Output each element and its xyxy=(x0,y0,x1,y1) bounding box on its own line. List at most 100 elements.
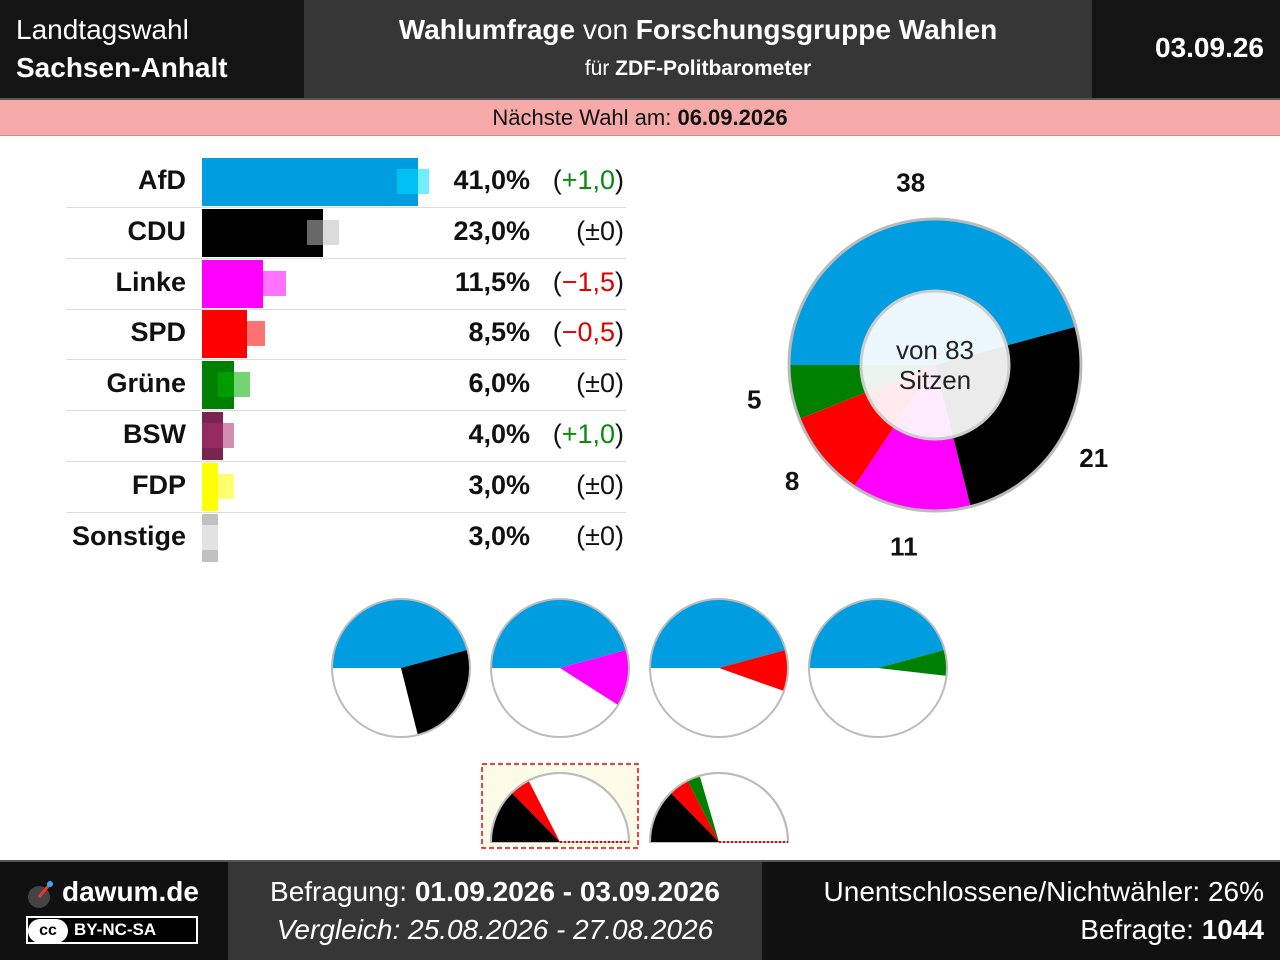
party-name: Sonstige xyxy=(71,520,186,551)
vote-share: 4,0% xyxy=(468,419,530,449)
half-pie-outline xyxy=(649,772,789,843)
respondents: Befragte: 1044 xyxy=(1080,914,1264,946)
coalition-slice-afd xyxy=(650,599,786,668)
party-row-sonstige: Sonstige 3,0% (±0) xyxy=(66,513,626,563)
party-row-cdu: CDU 23,0% (±0) xyxy=(66,208,626,259)
coalition-pie-afd-grüne xyxy=(808,598,948,738)
seat-count-label: 21 xyxy=(1079,443,1108,473)
vote-change: (±0) xyxy=(576,469,624,500)
poll-client-name: ZDF-Politbarometer xyxy=(615,57,812,80)
pie-outline xyxy=(808,598,948,738)
coalition-slice-afd xyxy=(809,599,945,668)
total-seats-label: von 83 xyxy=(896,335,974,365)
half-pie-slice-spd xyxy=(511,780,560,842)
vote-change: (−1,5) xyxy=(552,266,624,297)
previous-value-marker xyxy=(202,473,234,499)
coalition-pie-afd-spd xyxy=(649,598,789,738)
dawum-logo-icon xyxy=(28,881,53,908)
seat-count-label: 11 xyxy=(890,531,918,561)
party-row-bsw: BSW 4,0% (+1,0) xyxy=(66,411,626,462)
previous-value-marker xyxy=(396,169,429,194)
party-name: Linke xyxy=(115,266,186,297)
coalition-slice-cdu xyxy=(401,649,470,735)
next-election-banner: Nächste Wahl am: 06.09.2026 xyxy=(0,98,1280,136)
vote-share: 6,0% xyxy=(468,368,530,399)
party-row-afd: AfD 41,0% (+1,0) xyxy=(66,157,626,208)
party-name: SPD xyxy=(130,317,186,348)
pie-outline xyxy=(649,598,789,738)
half-pie-slice-cdu xyxy=(491,792,560,842)
vote-change: (±0) xyxy=(576,520,624,551)
vote-share: 11,5% xyxy=(454,266,530,297)
election-name: Landtagswahl Sachsen-Anhalt xyxy=(0,0,304,98)
survey-period: Befragung: 01.09.2026 - 03.09.2026 Vergl… xyxy=(228,862,762,960)
half-pie-cdu-spd-gruene xyxy=(648,772,790,843)
poll-title-word: Wahlumfrage xyxy=(398,14,576,45)
next-election-label: Nächste Wahl am: xyxy=(492,105,678,130)
party-row-gruene: Grüne 6,0% (±0) xyxy=(66,360,626,412)
previous-value-marker xyxy=(202,423,234,448)
poll-client-prefix: für xyxy=(584,57,616,80)
bar-afd xyxy=(202,158,418,206)
header: Landtagswahl Sachsen-Anhalt Wahlumfrage … xyxy=(0,0,1280,98)
footer: dawum.de cc BY-NC-SA Befragung: 01.09.202… xyxy=(0,860,1280,960)
previous-value-marker xyxy=(233,321,266,347)
vote-change: (−0,5) xyxy=(552,317,624,348)
donut-outline xyxy=(787,217,1083,513)
party-row-linke: Linke 11,5% (−1,5) xyxy=(66,259,626,310)
coalition-charts xyxy=(331,598,948,738)
half-coalition-charts xyxy=(481,763,790,849)
party-name: Grüne xyxy=(106,368,186,399)
vote-change: (±0) xyxy=(576,215,624,246)
total-seats-unit: Sitzen xyxy=(899,365,971,395)
party-row-spd: SPD 8,5% (−0,5) xyxy=(66,309,626,361)
coalition-pie-afd-linke xyxy=(490,598,630,738)
pollster-name: Forschungsgruppe Wahlen xyxy=(635,14,998,45)
coalition-slice-afd xyxy=(491,599,627,668)
half-pie-slice-gruene xyxy=(687,775,719,842)
half-pie-slice-spd xyxy=(670,780,719,842)
survey-label: Befragung: xyxy=(270,876,415,907)
pie-outline xyxy=(490,598,630,738)
seat-count-label: 5 xyxy=(747,385,761,415)
vote-share: 3,0% xyxy=(468,520,530,551)
respondents-label: Befragte: xyxy=(1080,914,1202,945)
survey-dates: 01.09.2026 - 03.09.2026 xyxy=(414,876,720,907)
half-pie-cdu-spd xyxy=(481,763,639,849)
party-name: AfD xyxy=(138,165,186,195)
coalition-slice-linke xyxy=(560,649,629,706)
coalition-slice-spd xyxy=(719,649,788,692)
coalition-pie-afd-cdu xyxy=(331,598,471,738)
previous-value-marker xyxy=(254,270,287,296)
poll-date-box: 03.09.26 xyxy=(1092,0,1280,98)
donut-center xyxy=(859,289,1011,441)
next-election-date: 06.09.2026 xyxy=(677,105,788,130)
poll-title-connector: von xyxy=(575,14,636,45)
survey-range: Befragung: 01.09.2026 - 03.09.2026 xyxy=(228,876,762,908)
vote-change: (±0) xyxy=(576,368,624,399)
half-pie-slice-cdu xyxy=(650,792,719,842)
brand-name: dawum.de xyxy=(62,876,199,907)
cc-icon: cc xyxy=(28,919,68,943)
vote-share: 41,0% xyxy=(453,165,530,195)
previous-value-marker xyxy=(202,524,234,550)
undecided-share: Unentschlossene/Nichtwähler: 26% xyxy=(823,876,1264,907)
compare-range: Vergleich: 25.08.2026 - 27.08.2026 xyxy=(276,914,714,945)
respondents-count: 1044 xyxy=(1201,914,1264,945)
party-name: FDP xyxy=(132,469,186,500)
vote-share: 3,0% xyxy=(468,469,530,500)
bar-cdu xyxy=(202,208,324,257)
vote-share: 8,5% xyxy=(468,317,530,348)
poll-date: 03.09.26 xyxy=(1155,32,1264,63)
poll-title: Wahlumfrage von Forschungsgruppe Wahlen … xyxy=(304,0,1092,98)
seat-count-label: 8 xyxy=(785,466,799,496)
party-row-fdp: FDP 3,0% (±0) xyxy=(66,462,626,513)
vote-change: (+1,0) xyxy=(552,419,624,449)
vote-share: 23,0% xyxy=(453,215,530,246)
license-badge: cc BY-NC-SA xyxy=(26,916,198,944)
seat-count-label: 38 xyxy=(896,168,925,198)
previous-value-marker xyxy=(307,219,340,245)
bar-linke xyxy=(202,259,263,308)
poll-title-line: Wahlumfrage von Forschungsgruppe Wahlen xyxy=(304,14,1092,46)
